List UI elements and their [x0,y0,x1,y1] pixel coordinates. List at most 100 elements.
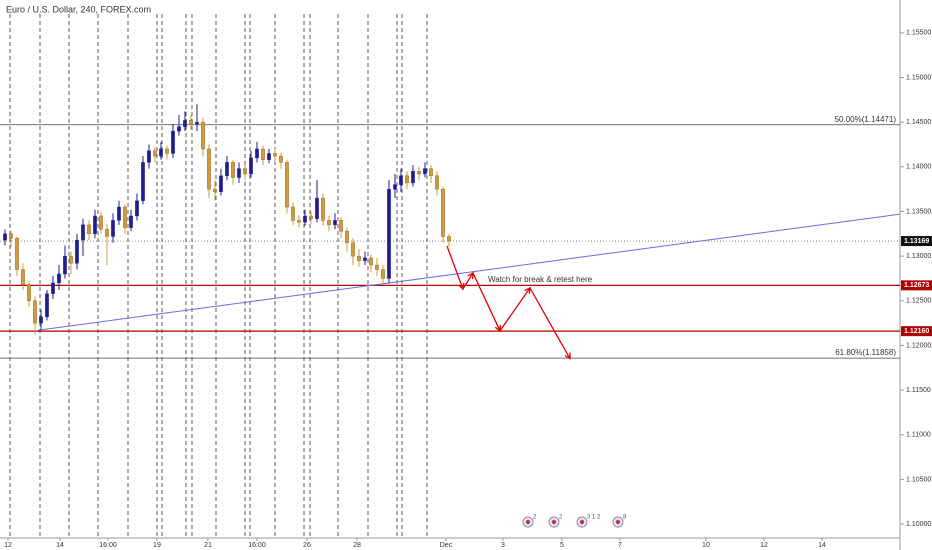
candle-body [57,273,61,284]
candle-body [213,188,217,193]
candle-body [69,255,73,264]
candle-body [243,168,247,175]
candle-body [147,150,151,163]
x-tick-label: 14 [818,542,826,549]
y-tick-label: 1.11500 [906,387,931,394]
y-tick-label: 1.10000 [906,521,931,528]
candle-body [291,206,295,221]
candle-body [153,150,157,157]
arrow-head [458,282,465,291]
candle-body [207,148,211,190]
candle-body [267,153,271,160]
y-tick-label: 1.10500 [906,476,931,483]
level-label: 50.00%(1.14471) [835,115,897,124]
candle-body [27,284,31,301]
y-tick-label: 1.14000 [906,164,931,171]
x-tick-label: 3 [501,542,505,549]
candle-body [393,184,397,190]
candle-body [219,175,223,193]
candle-body [387,188,391,279]
y-tick-label: 1.13500 [906,208,931,215]
candle-body [327,220,331,226]
candle-body [99,215,103,230]
candle-body [321,197,325,221]
event-flag [579,519,585,525]
candle-body [285,162,289,208]
candle-body [345,230,349,243]
candle-body [63,255,67,275]
candle-body [81,224,85,241]
event-count: 8 [623,515,627,521]
candle-body [141,162,145,201]
x-tick-label: 26 [303,542,311,549]
candle-body [369,257,373,266]
candle-body [51,282,55,294]
x-tick-label: 28 [353,542,361,549]
y-tick-label: 1.15500 [906,30,931,37]
candle-body [123,206,127,228]
candle-body [21,269,25,285]
y-tick-label: 1.15000 [906,74,931,81]
chart-title: Euro / U.S. Dollar, 240, FOREX.com [6,4,151,14]
event-count: 3 1 2 [587,515,601,521]
candle-body [225,162,229,176]
candle-body [231,162,235,178]
event-count: 2 [559,515,563,521]
x-tick-label: 7 [618,542,622,549]
y-tick-label: 1.12000 [906,342,931,349]
candle-body [249,157,253,175]
candle-body [15,238,19,270]
candle-body [339,220,343,232]
candle-body [411,171,415,184]
candle-body [405,175,409,184]
price-tag-label: 1.13169 [904,238,929,245]
y-tick-label: 1.12500 [906,298,931,305]
x-tick-label: 16:00 [248,542,266,549]
candle-body [105,229,109,237]
candle-body [309,215,313,219]
candle-body [303,215,307,223]
candle-body [351,242,355,257]
candle-body [201,121,205,150]
arrow-head [564,352,571,360]
price-tag [901,236,932,247]
x-tick-label: 14 [56,542,64,549]
x-tick-label: 16:00 [99,542,117,549]
candle-body [171,130,175,154]
candle-body [447,236,451,242]
candle-body [75,239,79,264]
trendline [37,213,901,331]
candle-body [111,220,115,237]
candle-body [183,120,187,127]
candle-body [39,316,43,324]
candle-body [429,168,433,176]
candle-body [417,171,421,175]
candle-body [261,148,265,160]
candle-body [117,206,121,221]
price-tag-label: 1.12673 [904,282,929,289]
candle-body [333,220,337,226]
y-tick-label: 1.11000 [906,432,931,439]
candle-body [279,155,283,163]
candle-body [93,215,97,235]
x-tick-label: 12 [760,542,768,549]
x-tick-label: Dec [440,542,453,549]
arrow-head [467,271,474,280]
candle-body [435,175,439,190]
event-flag [525,519,531,525]
projection-path [446,245,571,359]
event-flag [615,519,621,525]
candle-body [129,215,133,228]
level-label: 61.80%(1.11858) [835,348,896,357]
x-tick-label: 10 [702,542,710,549]
y-tick-label: 1.14500 [906,119,931,126]
candle-body [45,293,49,318]
candle-body [195,121,199,125]
x-tick-label: 21 [204,542,212,549]
candle-body [33,300,37,324]
candle-body [381,269,385,279]
candle-body [177,126,181,132]
event-count: 2 [533,515,537,521]
